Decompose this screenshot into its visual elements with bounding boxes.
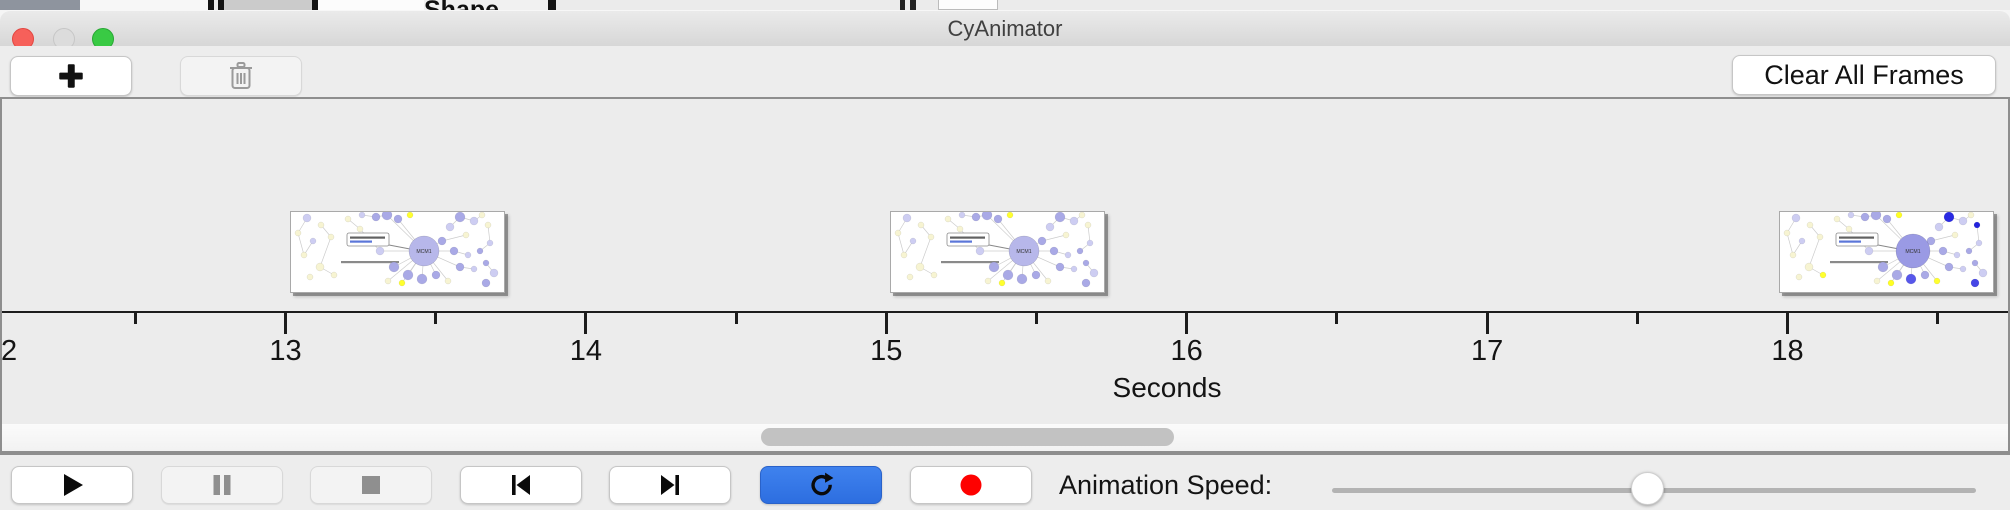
axis-minor-tick <box>434 313 438 324</box>
keyframe-thumbnail[interactable]: MCM1 <box>289 211 505 293</box>
transport-bar: Animation Speed: <box>0 453 2010 510</box>
play-icon <box>64 474 83 496</box>
axis-major-tick <box>1485 313 1489 334</box>
axis-minor-tick <box>133 313 137 324</box>
background-fragment <box>548 0 556 10</box>
svg-text:MCM1: MCM1 <box>1905 249 1920 255</box>
record-button[interactable] <box>910 466 1032 504</box>
background-fragment <box>900 0 905 10</box>
animation-speed-slider-thumb[interactable] <box>1631 472 1665 505</box>
timeline-scrollbar-track[interactable] <box>2 424 2008 451</box>
stop-button[interactable] <box>310 466 432 504</box>
timeline-axis-line <box>2 311 2008 313</box>
background-fragment <box>938 0 998 10</box>
axis-tick-label: 14 <box>569 335 603 367</box>
plus-icon <box>59 64 83 88</box>
axis-minor-tick <box>1635 313 1639 324</box>
trash-icon <box>230 62 252 89</box>
svg-text:MCM1: MCM1 <box>1017 249 1032 255</box>
background-fragment <box>208 0 214 10</box>
axis-tick-label: 18 <box>1771 335 1804 367</box>
window-titlebar: CyAnimator <box>0 10 2010 50</box>
background-fragment <box>312 0 318 10</box>
animation-speed-label: Animation Speed: <box>1059 470 1273 500</box>
clear-all-frames-button[interactable]: Clear All Frames <box>1732 55 1996 95</box>
background-fragment <box>0 0 80 10</box>
network-thumbnail-image: MCM1 <box>1783 212 1988 288</box>
background-window-sliver: Shape <box>0 0 2010 10</box>
axis-minor-tick <box>734 313 738 324</box>
axis-minor-tick <box>1936 313 1940 324</box>
axis-major-tick <box>584 313 588 334</box>
axis-tick-label: 17 <box>1470 335 1504 367</box>
axis-tick-label: 16 <box>1170 335 1203 367</box>
window-title: CyAnimator <box>947 16 1063 41</box>
axis-minor-tick <box>1335 313 1339 324</box>
background-partial-text: Shape <box>424 0 499 10</box>
background-fragment <box>224 0 312 10</box>
svg-text:MCM1: MCM1 <box>416 249 431 255</box>
timeline-panel: MCM1 MCM1 MCM1 13 14 15 16 17 18 2 Seconds <box>0 97 2010 453</box>
keyframe-thumbnail[interactable]: MCM1 <box>890 211 1106 293</box>
background-fragment <box>318 0 424 10</box>
timeline-scrollbar-thumb[interactable] <box>761 428 1174 446</box>
record-icon <box>960 474 982 496</box>
axis-unit-label: Seconds <box>1112 372 1222 403</box>
background-fragment <box>218 0 224 10</box>
keyframe-thumbnail[interactable]: MCM1 <box>1779 211 1994 293</box>
skip-to-start-button[interactable] <box>460 466 582 504</box>
toolbar: Clear All Frames <box>0 46 2010 97</box>
add-frame-button[interactable] <box>10 56 132 96</box>
loop-button[interactable] <box>760 466 882 504</box>
skip-to-end-icon <box>661 475 679 495</box>
axis-major-tick <box>284 313 287 334</box>
network-thumbnail-image: MCM1 <box>895 212 1099 288</box>
background-fragment <box>80 0 208 10</box>
stop-icon <box>362 476 380 494</box>
pause-icon <box>213 475 231 495</box>
skip-to-start-icon <box>512 475 530 495</box>
axis-major-tick <box>884 313 888 334</box>
skip-to-end-button[interactable] <box>609 466 731 504</box>
axis-minor-tick <box>1035 313 1038 324</box>
loop-icon <box>810 472 833 495</box>
background-fragment <box>424 0 548 10</box>
axis-major-tick <box>1185 313 1189 334</box>
pause-button[interactable] <box>161 466 283 504</box>
axis-tick-label: 13 <box>269 335 302 367</box>
axis-major-tick <box>1786 313 1789 334</box>
axis-clipped-label: 2 <box>1 335 18 367</box>
background-fragment <box>910 0 916 10</box>
network-thumbnail-image: MCM1 <box>294 212 498 288</box>
delete-frame-button[interactable] <box>180 56 302 96</box>
axis-tick-label: 15 <box>870 335 903 367</box>
play-button[interactable] <box>11 466 133 504</box>
